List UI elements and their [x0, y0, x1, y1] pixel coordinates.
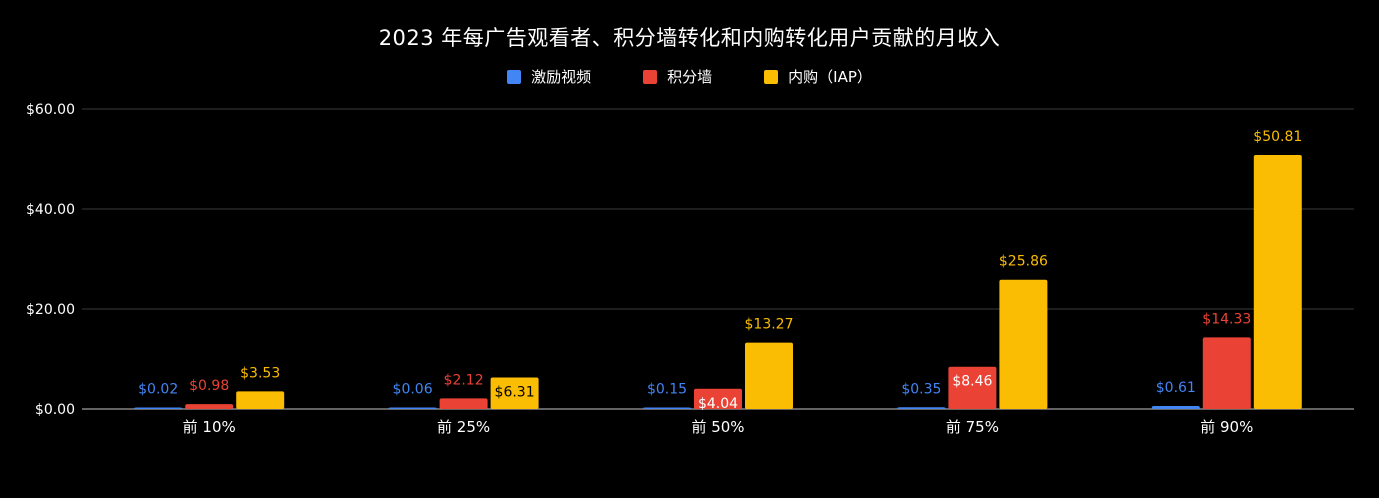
data-label: $3.53 [240, 365, 280, 381]
x-tick-label: 前 25% [437, 418, 490, 436]
legend-label: 激励视频 [531, 68, 592, 86]
data-label: $8.46 [952, 374, 992, 390]
legend-swatch-yellow [764, 69, 779, 84]
bar[interactable] [1151, 405, 1200, 409]
y-tick-label: $20.00 [26, 302, 75, 318]
bar[interactable] [694, 388, 742, 409]
bar[interactable] [439, 398, 488, 409]
chart-legend: 激励视频 积分墙 内购（IAP） [0, 66, 1379, 87]
x-tick-label: 前 10% [183, 418, 236, 436]
data-label: $0.35 [901, 381, 941, 397]
bar[interactable] [643, 407, 691, 410]
bar[interactable] [897, 407, 946, 409]
bar[interactable] [999, 279, 1048, 409]
data-label: $0.98 [189, 378, 229, 394]
data-label: $25.86 [999, 254, 1048, 270]
data-label: $14.33 [1202, 311, 1251, 327]
bar[interactable] [185, 404, 234, 409]
legend-label: 积分墙 [667, 68, 713, 86]
y-tick-label: $40.00 [26, 202, 75, 218]
data-label: $0.06 [393, 382, 433, 398]
y-tick-label: $60.00 [26, 102, 75, 118]
x-tick-label: 前 75% [946, 418, 999, 436]
bar[interactable] [134, 407, 183, 410]
bar[interactable] [1253, 154, 1302, 409]
legend-swatch-blue [507, 69, 522, 84]
data-label: $0.15 [647, 382, 687, 398]
x-tick-label: 前 50% [691, 418, 744, 436]
legend-item-rewarded-video[interactable]: 激励视频 [507, 66, 591, 87]
bar[interactable] [1202, 337, 1251, 409]
legend-item-iap[interactable]: 内购（IAP） [764, 66, 872, 87]
data-label: $0.61 [1156, 380, 1196, 396]
legend-label: 内购（IAP） [788, 68, 872, 86]
bar[interactable] [388, 407, 437, 410]
data-label: $4.04 [698, 396, 738, 412]
bar[interactable] [236, 391, 285, 409]
data-label: $13.27 [745, 317, 794, 333]
chart-title: 2023 年每广告观看者、积分墙转化和内购转化用户贡献的月收入 [378, 26, 1001, 50]
data-label: $6.31 [495, 384, 535, 400]
bar[interactable] [948, 366, 997, 409]
data-label: $50.81 [1253, 129, 1302, 145]
y-tick-label: $0.00 [35, 402, 75, 418]
legend-swatch-red [643, 69, 658, 84]
legend-item-offerwall[interactable]: 积分墙 [643, 66, 712, 87]
data-label: $0.02 [138, 382, 178, 398]
x-tick-label: 前 90% [1200, 418, 1253, 436]
data-label: $2.12 [444, 372, 484, 388]
bar[interactable] [490, 377, 539, 409]
bar[interactable] [745, 342, 793, 409]
